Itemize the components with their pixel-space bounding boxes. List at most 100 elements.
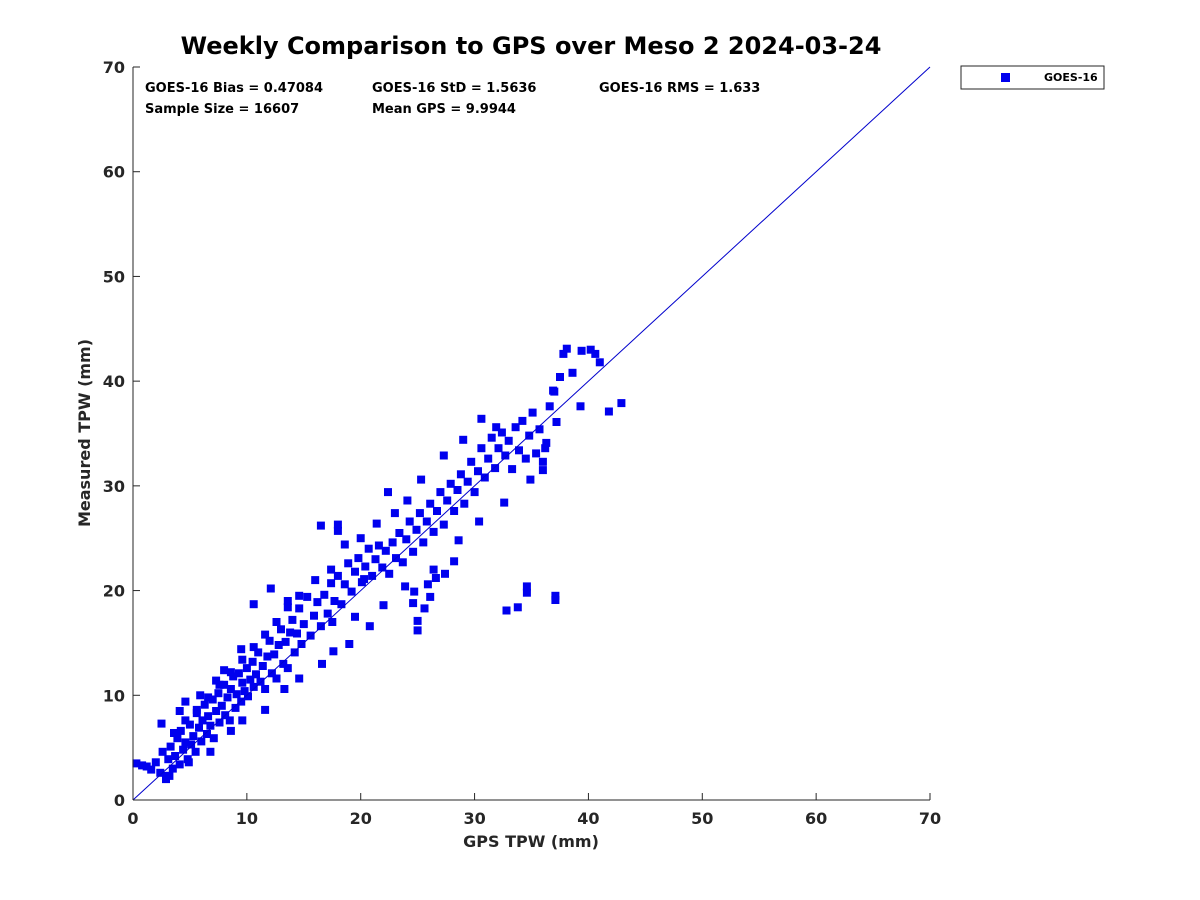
- data-point: [351, 612, 359, 621]
- data-point: [538, 466, 547, 475]
- data-point: [345, 640, 354, 648]
- data-point: [283, 664, 292, 673]
- data-point: [248, 657, 257, 666]
- data-point: [545, 402, 554, 411]
- data-point: [313, 598, 322, 607]
- data-point: [538, 457, 547, 466]
- data-point: [484, 454, 493, 463]
- data-point: [265, 636, 274, 645]
- x-tick-label: 20: [350, 809, 372, 828]
- data-point: [175, 707, 184, 715]
- data-point: [240, 687, 249, 696]
- data-point: [501, 451, 510, 460]
- data-point: [550, 387, 559, 396]
- data-point: [173, 734, 182, 743]
- data-point: [329, 647, 338, 656]
- data-point: [232, 690, 241, 699]
- data-point: [453, 486, 462, 494]
- data-point: [497, 428, 506, 437]
- data-point: [223, 693, 232, 702]
- data-point: [426, 592, 435, 601]
- data-point: [316, 622, 325, 631]
- data-point: [351, 567, 359, 576]
- data-point: [283, 597, 292, 605]
- data-point: [542, 438, 551, 447]
- data-point: [225, 716, 234, 725]
- y-tick-label: 60: [103, 163, 125, 182]
- data-point: [439, 520, 448, 529]
- data-point: [316, 521, 325, 530]
- data-point: [340, 580, 349, 589]
- data-point: [142, 762, 151, 771]
- data-point: [333, 526, 342, 535]
- data-point: [208, 695, 217, 704]
- data-point: [234, 669, 243, 678]
- data-point: [164, 755, 173, 764]
- data-point: [502, 606, 511, 615]
- data-point: [244, 692, 252, 701]
- x-tick-label: 10: [236, 809, 258, 828]
- data-point: [494, 444, 503, 453]
- data-point: [306, 631, 315, 640]
- data-point: [166, 742, 175, 751]
- data-point: [402, 535, 411, 544]
- data-point: [295, 604, 304, 613]
- data-point: [365, 622, 374, 631]
- y-ticks: 0 10 20 30 40 50 60 70: [103, 58, 140, 810]
- data-point: [390, 509, 399, 518]
- data-point: [477, 444, 486, 453]
- data-point: [293, 629, 301, 638]
- data-point: [419, 538, 428, 547]
- data-point: [195, 723, 203, 732]
- data-point: [522, 588, 531, 597]
- data-point: [203, 730, 211, 738]
- data-point: [492, 423, 501, 432]
- data-point: [413, 626, 422, 635]
- data-point: [170, 729, 178, 737]
- data-point: [420, 604, 429, 613]
- data-point: [328, 618, 337, 626]
- data-point: [368, 571, 377, 580]
- data-point: [220, 680, 229, 689]
- y-tick-label: 50: [103, 267, 125, 286]
- data-point: [526, 475, 535, 484]
- data-point: [249, 643, 258, 652]
- data-point: [254, 648, 263, 657]
- data-point: [454, 536, 463, 545]
- data-point: [463, 477, 472, 486]
- data-point: [168, 764, 177, 773]
- data-point: [361, 562, 370, 571]
- data-point: [441, 569, 449, 578]
- data-point: [237, 645, 246, 654]
- data-point: [450, 507, 459, 515]
- data-point: [511, 423, 520, 432]
- data-point: [200, 700, 209, 709]
- data-point: [209, 734, 218, 743]
- data-point: [356, 534, 365, 543]
- data-point: [184, 758, 193, 767]
- data-point: [274, 641, 283, 649]
- data-point: [198, 716, 207, 725]
- data-point: [320, 590, 329, 599]
- data-point: [204, 693, 213, 702]
- data-point: [318, 659, 326, 668]
- data-point: [261, 630, 270, 639]
- data-point: [323, 609, 332, 618]
- data-point: [238, 716, 247, 725]
- data-point: [157, 719, 166, 728]
- y-tick-label: 20: [103, 582, 125, 601]
- x-ticks: 0 10 20 30 40 50 60 70: [127, 793, 941, 828]
- data-point: [513, 603, 522, 612]
- stat-bias: GOES-16 Bias = 0.47084: [145, 81, 323, 96]
- data-point: [181, 738, 190, 747]
- data-point: [272, 674, 281, 683]
- stat-std: GOES-16 StD = 1.5636: [372, 81, 536, 96]
- data-point: [179, 745, 188, 754]
- data-point: [556, 373, 564, 381]
- data-point: [281, 637, 290, 646]
- data-point: [267, 669, 276, 678]
- data-point: [379, 601, 388, 610]
- data-point: [340, 540, 349, 549]
- data-point: [220, 666, 229, 675]
- data-point: [378, 563, 387, 572]
